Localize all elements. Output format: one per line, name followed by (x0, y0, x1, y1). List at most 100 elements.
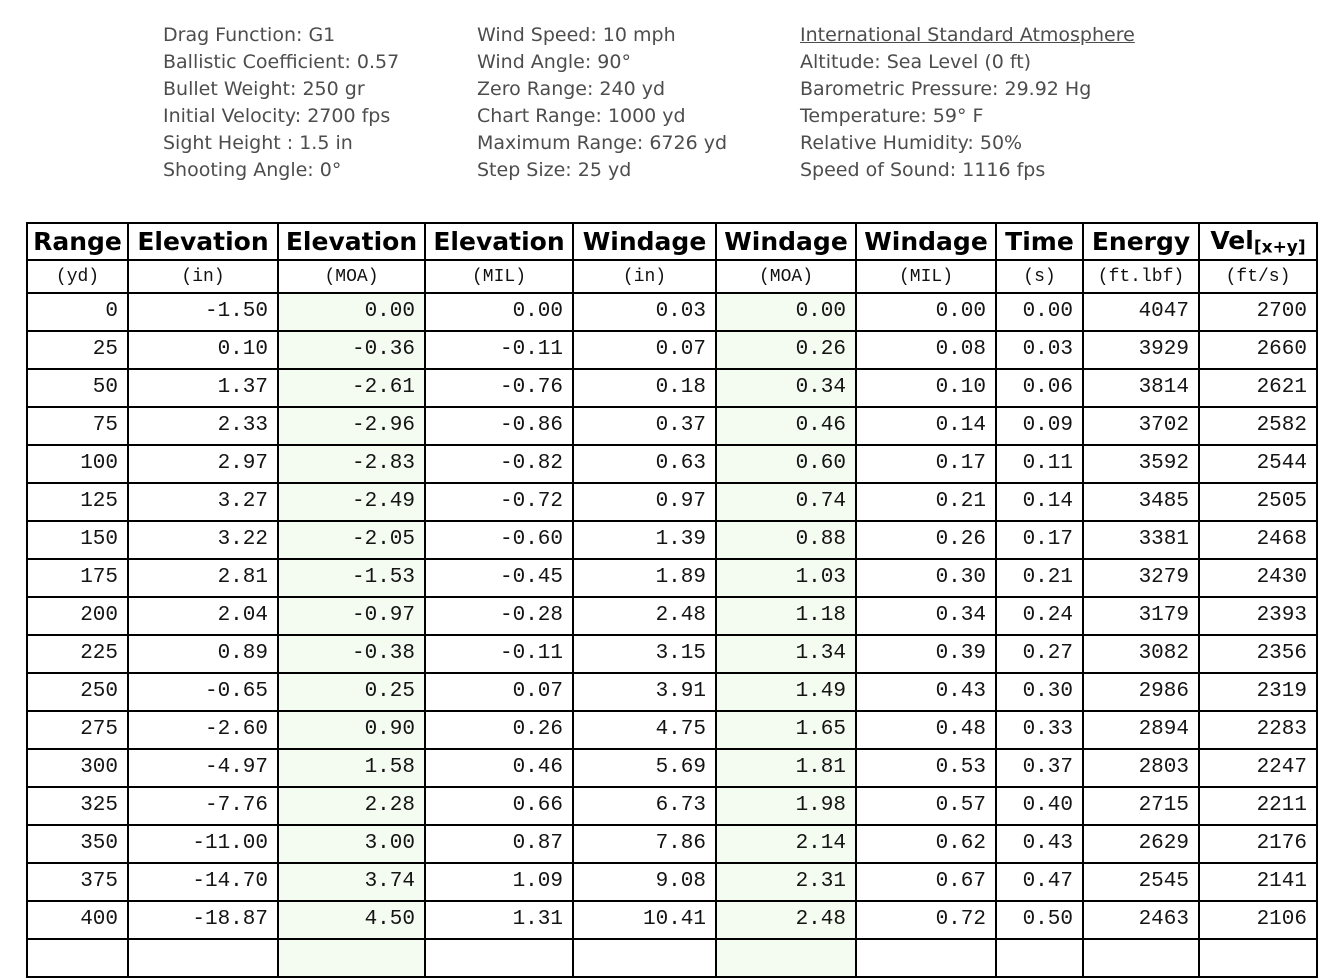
table-row: 375 -14.70 3.74 1.09 9.08 2.31 0.67 0.47 2545 214… (26, 862, 1318, 902)
table-header-row: Range Elevation Elevation Elevation Windage W… (26, 222, 1318, 261)
cell-elevation-mil: 0.00 (424, 292, 574, 332)
cell-windage-in: 1.39 (572, 520, 717, 560)
param-line: Wind Speed: 10 mph (477, 24, 676, 46)
cell-windage-in: 0.03 (572, 292, 717, 332)
param-line: Altitude: Sea Level (0 ft) (800, 51, 1032, 73)
cell-velocity: 2141 (1198, 862, 1318, 902)
atmosphere-standard-link[interactable]: International Standard Atmosphere (800, 24, 1135, 46)
cell-velocity: 2582 (1198, 406, 1318, 446)
cell-time: 0.43 (995, 824, 1084, 864)
cell-energy: 3929 (1082, 330, 1200, 370)
column-unit-windage-mil: (MIL) (855, 259, 997, 294)
cell-time: 0.06 (995, 368, 1084, 408)
table-body: 0 -1.50 0.00 0.00 0.03 0.00 0.00 0.00 4047 2700 25… (26, 292, 1318, 978)
cell-velocity: 2660 (1198, 330, 1318, 370)
cell-windage-in: 0.37 (572, 406, 717, 446)
cell-windage-mil: 0.53 (855, 748, 997, 788)
cell-energy: 3381 (1082, 520, 1200, 560)
cell-windage-moa: 1.18 (715, 596, 857, 636)
column-header-velocity: Vel[x+y] (1198, 222, 1318, 261)
cell-windage-in: 0.63 (572, 444, 717, 484)
cell-range: 125 (26, 482, 129, 522)
cell-windage-moa: 2.31 (715, 862, 857, 902)
cell-time: 0.50 (995, 900, 1084, 940)
cell-velocity: 2211 (1198, 786, 1318, 826)
cell-elevation-in: 1.37 (127, 368, 279, 408)
cell-energy: 2894 (1082, 710, 1200, 750)
cell-energy: 3082 (1082, 634, 1200, 674)
cell-elevation-in: -4.97 (127, 748, 279, 788)
cell-range: 325 (26, 786, 129, 826)
cell-elevation-in: 2.33 (127, 406, 279, 446)
column-unit-windage-in: (in) (572, 259, 717, 294)
ballistics-params: Drag Function: G1 Ballistic Coefficient: … (163, 22, 399, 184)
param-line: Sight Height : 1.5 in (163, 132, 353, 154)
cell-elevation-moa: -2.61 (277, 368, 426, 408)
cell-energy: 2715 (1082, 786, 1200, 826)
cell-velocity: 2393 (1198, 596, 1318, 636)
ballistics-table: Range Elevation Elevation Elevation Windage W… (26, 222, 1318, 978)
cell-windage-mil: 0.43 (855, 672, 997, 712)
column-header-elevation-in: Elevation (127, 222, 279, 261)
cell-energy: 3592 (1082, 444, 1200, 484)
column-header-windage-in: Windage (572, 222, 717, 261)
table-row: 350 -11.00 3.00 0.87 7.86 2.14 0.62 0.43 2629 217… (26, 824, 1318, 864)
table-row: 300 -4.97 1.58 0.46 5.69 1.81 0.53 0.37 2803 2247 (26, 748, 1318, 788)
cell-windage-in: 3.15 (572, 634, 717, 674)
cell-energy (1082, 938, 1200, 978)
cell-elevation-in: 0.89 (127, 634, 279, 674)
cell-windage-moa: 1.49 (715, 672, 857, 712)
cell-elevation-in: -18.87 (127, 900, 279, 940)
cell-elevation-mil: 0.46 (424, 748, 574, 788)
table-row: 75 2.33 -2.96 -0.86 0.37 0.46 0.14 0.09 3702 2582 (26, 406, 1318, 446)
table-row: 25 0.10 -0.36 -0.11 0.07 0.26 0.08 0.03 3929 2660 (26, 330, 1318, 370)
column-header-time: Time (995, 222, 1084, 261)
table-row: 400 -18.87 4.50 1.31 10.41 2.48 0.72 0.50 2463 21… (26, 900, 1318, 940)
cell-windage-moa: 1.81 (715, 748, 857, 788)
cell-velocity: 2283 (1198, 710, 1318, 750)
cell-time: 0.17 (995, 520, 1084, 560)
cell-windage-mil: 0.48 (855, 710, 997, 750)
column-header-range: Range (26, 222, 129, 261)
cell-velocity: 2700 (1198, 292, 1318, 332)
table-row: 200 2.04 -0.97 -0.28 2.48 1.18 0.34 0.24 3179 239… (26, 596, 1318, 636)
cell-elevation-mil: 0.87 (424, 824, 574, 864)
param-line: Wind Angle: 90° (477, 51, 631, 73)
column-unit-elevation-in: (in) (127, 259, 279, 294)
cell-elevation-moa: -1.53 (277, 558, 426, 598)
table-row: 150 3.22 -2.05 -0.60 1.39 0.88 0.26 0.17 3381 246… (26, 520, 1318, 560)
column-unit-velocity: (ft/s) (1198, 259, 1318, 294)
table-row: 325 -7.76 2.28 0.66 6.73 1.98 0.57 0.40 2715 2211 (26, 786, 1318, 826)
cell-windage-moa: 0.60 (715, 444, 857, 484)
table-units-row: (yd) (in) (MOA) (MIL) (in) (MOA) (MIL) (s) (ft.l… (26, 259, 1318, 294)
cell-elevation-mil: 0.66 (424, 786, 574, 826)
column-unit-range: (yd) (26, 259, 129, 294)
cell-elevation-mil: 0.26 (424, 710, 574, 750)
column-unit-time: (s) (995, 259, 1084, 294)
cell-windage-moa: 0.34 (715, 368, 857, 408)
cell-windage-moa: 0.26 (715, 330, 857, 370)
cell-windage-mil: 0.62 (855, 824, 997, 864)
cell-range: 150 (26, 520, 129, 560)
cell-energy: 2629 (1082, 824, 1200, 864)
column-header-elevation-moa: Elevation (277, 222, 426, 261)
cell-elevation-mil: 1.09 (424, 862, 574, 902)
cell-velocity: 2430 (1198, 558, 1318, 598)
cell-range: 175 (26, 558, 129, 598)
cell-elevation-in: -1.50 (127, 292, 279, 332)
cell-windage-in (572, 938, 717, 978)
param-line: Chart Range: 1000 yd (477, 105, 686, 127)
cell-elevation-in: 2.81 (127, 558, 279, 598)
cell-windage-mil: 0.39 (855, 634, 997, 674)
cell-elevation-mil: 0.07 (424, 672, 574, 712)
cell-time: 0.00 (995, 292, 1084, 332)
cell-windage-moa: 1.65 (715, 710, 857, 750)
cell-elevation-mil: -0.82 (424, 444, 574, 484)
cell-elevation-mil: -0.11 (424, 330, 574, 370)
cell-time: 0.21 (995, 558, 1084, 598)
column-unit-windage-moa: (MOA) (715, 259, 857, 294)
cell-time: 0.27 (995, 634, 1084, 674)
cell-elevation-mil: -0.45 (424, 558, 574, 598)
cell-elevation-in: 2.04 (127, 596, 279, 636)
cell-velocity: 2544 (1198, 444, 1318, 484)
